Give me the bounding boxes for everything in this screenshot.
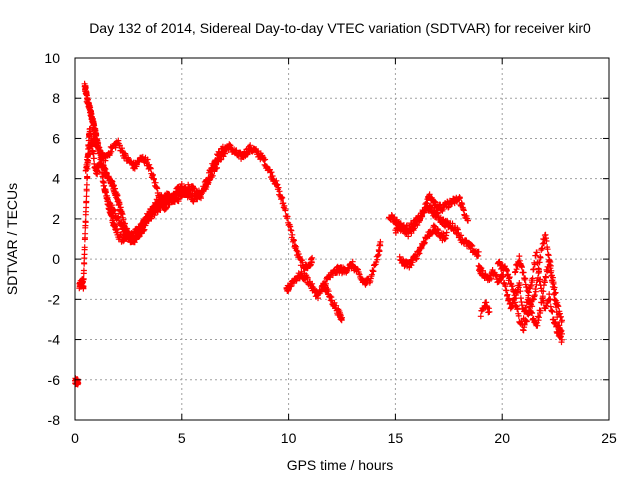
y-axis-label: SDTVAR / TECUs bbox=[4, 183, 20, 295]
chart-title: Day 132 of 2014, Sidereal Day-to-day VTE… bbox=[89, 20, 591, 36]
y-tick-label: -4 bbox=[48, 332, 61, 348]
x-tick-label: 0 bbox=[71, 430, 79, 446]
x-tick-labels: 0 5 10 15 20 25 bbox=[71, 430, 617, 446]
plot-frame bbox=[74, 57, 610, 421]
y-tick-label: -8 bbox=[48, 412, 61, 428]
y-tick-label: 2 bbox=[52, 211, 60, 227]
y-tick-labels: -8 -6 -4 -2 0 2 4 6 8 10 bbox=[44, 50, 60, 428]
x-axis-label: GPS time / hours bbox=[287, 457, 394, 473]
x-tick-label: 5 bbox=[178, 430, 186, 446]
y-tick-label: 10 bbox=[44, 50, 60, 66]
x-tick-label: 20 bbox=[494, 430, 510, 446]
grid-lines bbox=[75, 58, 609, 420]
x-tick-label: 25 bbox=[601, 430, 617, 446]
y-tick-label: -6 bbox=[48, 372, 61, 388]
y-tick-label: 6 bbox=[52, 130, 60, 146]
data-points bbox=[72, 80, 565, 388]
sdtvar-points bbox=[72, 80, 565, 388]
axis-ticks bbox=[74, 57, 610, 421]
y-tick-label: 4 bbox=[52, 171, 60, 187]
y-tick-label: 0 bbox=[52, 251, 60, 267]
y-tick-label: 8 bbox=[52, 90, 60, 106]
x-tick-label: 10 bbox=[281, 430, 297, 446]
x-tick-label: 15 bbox=[388, 430, 404, 446]
y-tick-label: -2 bbox=[48, 291, 61, 307]
